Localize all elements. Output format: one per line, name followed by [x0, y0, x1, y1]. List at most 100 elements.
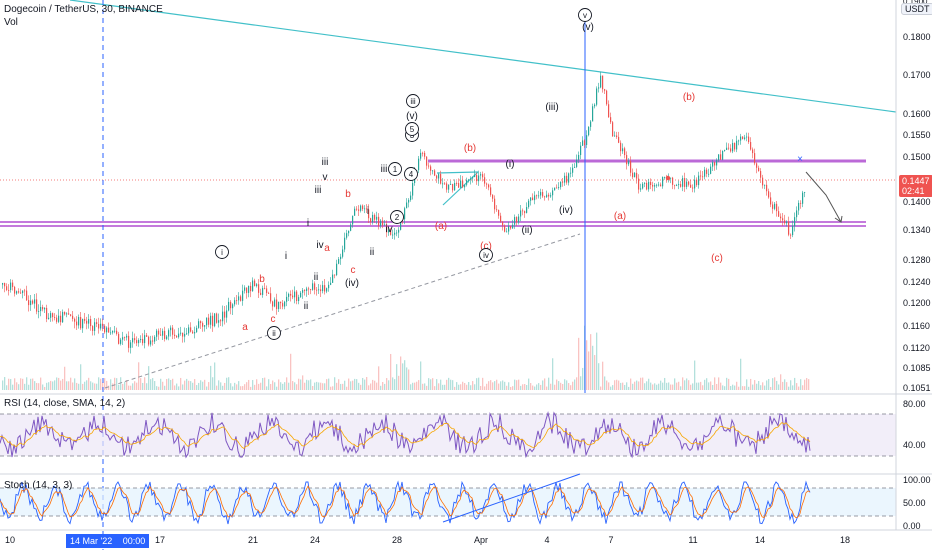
volume-bar: [8, 378, 10, 390]
volume-bar: [228, 377, 230, 390]
candle-body: [408, 199, 410, 203]
volume-bar: [622, 382, 624, 390]
volume-bar: [652, 384, 654, 390]
candle-body: [238, 296, 240, 301]
candle-body: [736, 140, 738, 150]
candle-body: [796, 210, 798, 218]
volume-bar: [572, 381, 574, 390]
volume-bar: [504, 381, 506, 390]
candle-body: [224, 311, 226, 318]
volume-bar: [498, 383, 500, 390]
volume-bar: [206, 386, 208, 390]
candle-body: [804, 192, 806, 193]
volume-bar: [332, 386, 334, 390]
volume-bar: [312, 386, 314, 390]
volume-bar: [458, 384, 460, 390]
candle-body: [310, 289, 312, 290]
candle-body: [174, 334, 176, 337]
volume-bar: [72, 382, 74, 390]
candle-body: [278, 301, 280, 309]
volume-bar: [410, 384, 412, 390]
volume-bar: [708, 382, 710, 390]
candle-body: [502, 221, 504, 226]
wave-circle: [267, 326, 281, 340]
volume-bar: [302, 375, 304, 390]
volume-bar: [184, 380, 186, 390]
candle-body: [738, 140, 740, 142]
volume-bar: [664, 377, 666, 390]
volume-bar: [368, 385, 370, 390]
candle-body: [794, 217, 796, 227]
volume-bar: [54, 380, 56, 390]
volume-bar: [472, 381, 474, 390]
volume-bar: [784, 379, 786, 390]
candle-body: [84, 318, 86, 321]
volume-bar: [266, 386, 268, 390]
candle-body: [232, 304, 234, 309]
volume-bar: [344, 380, 346, 390]
candle-body: [170, 327, 172, 331]
candle-body: [782, 218, 784, 221]
volume-bar: [398, 375, 400, 390]
volume-bar: [548, 377, 550, 390]
candle-body: [646, 182, 648, 190]
volume-bar: [292, 381, 294, 390]
wave-label: ii: [314, 272, 318, 283]
currency-label[interactable]: USDT: [901, 3, 932, 15]
volume-bar: [642, 377, 644, 390]
candle-body: [116, 330, 118, 334]
volume-bar: [650, 382, 652, 390]
volume-bar: [64, 366, 66, 390]
candle-body: [126, 335, 128, 338]
volume-bar: [26, 377, 28, 390]
candle-body: [8, 289, 10, 291]
volume-bar: [86, 380, 88, 390]
candle-body: [700, 175, 702, 177]
candle-body: [454, 183, 456, 191]
candle-body: [658, 184, 660, 186]
volume-bar: [84, 381, 86, 390]
support-trendline: [104, 233, 581, 389]
volume-bar: [264, 377, 266, 390]
candle-body: [70, 314, 72, 316]
candle-body: [24, 290, 26, 292]
volume-bar: [462, 381, 464, 390]
volume-bar: [148, 366, 150, 390]
candle-body: [420, 152, 422, 159]
candle-body: [754, 153, 756, 164]
volume-bar: [36, 383, 38, 390]
wave-label: i: [367, 206, 369, 217]
candle-body: [764, 184, 766, 186]
candle-body: [714, 162, 716, 166]
candle-body: [672, 177, 674, 185]
volume-bar: [430, 379, 432, 390]
candle-body: [220, 320, 222, 322]
candle-body: [36, 299, 38, 312]
wave-label: (a): [435, 221, 447, 232]
candle-body: [376, 216, 378, 220]
candle-body: [648, 181, 650, 190]
candle-body: [280, 301, 282, 304]
candle-body: [366, 208, 368, 210]
volume-bar: [426, 385, 428, 390]
volume-bar: [124, 381, 126, 390]
volume-bar: [778, 384, 780, 390]
candle-body: [188, 327, 190, 334]
candle-body: [444, 183, 446, 185]
volume-bar: [116, 378, 118, 390]
candle-body: [120, 339, 122, 344]
candle-body: [544, 196, 546, 198]
candle-body: [282, 303, 284, 307]
candle-body: [268, 292, 270, 294]
candle-body: [664, 177, 666, 178]
volume-bar: [666, 382, 668, 390]
candle-body: [168, 330, 170, 337]
volume-bar: [340, 383, 342, 390]
volume-bar: [212, 377, 214, 390]
volume-bar: [762, 382, 764, 390]
candle-body: [118, 333, 120, 344]
candle-body: [606, 90, 608, 105]
candle-body: [720, 154, 722, 160]
